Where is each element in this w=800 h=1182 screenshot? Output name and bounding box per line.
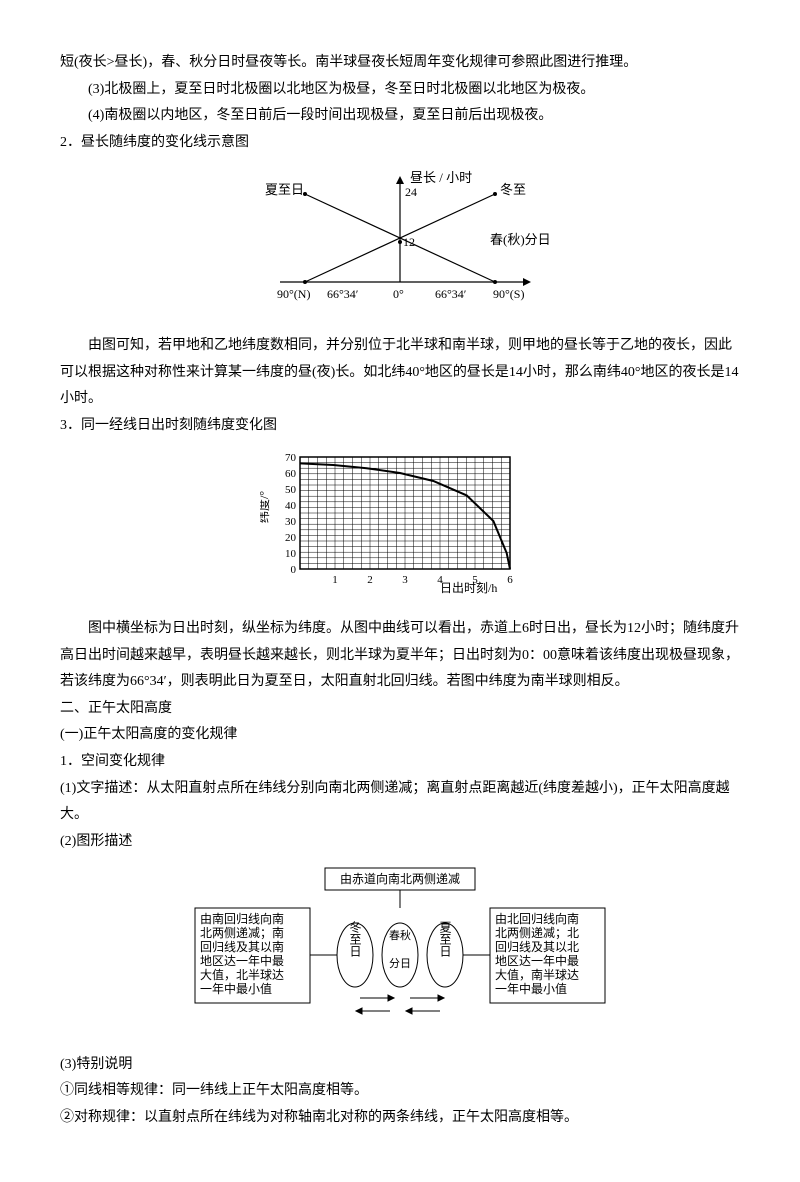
svg-text:回归线及其以南: 回归线及其以南 <box>200 939 284 954</box>
heading: (3)特别说明 <box>60 1052 740 1079</box>
heading: 2．昼长随纬度的变化线示意图 <box>60 130 740 157</box>
legend-label: 冬至 <box>500 182 526 197</box>
svg-text:1: 1 <box>332 574 338 586</box>
oval-label: 分日 <box>389 957 411 970</box>
diagram-noon-sun: 由赤道向南北两侧递减 由南回归线向南北两侧递减；南回归线及其以南地区达一年中最大… <box>60 863 740 1044</box>
svg-text:0: 0 <box>291 564 297 576</box>
svg-text:30: 30 <box>285 516 297 528</box>
svg-text:北两侧递减；北: 北两侧递减；北 <box>495 926 579 940</box>
text-line: ①同线相等规律：同一纬线上正午太阳高度相等。 <box>60 1078 740 1105</box>
axis-label: 纬度/° <box>260 491 271 523</box>
svg-text:4: 4 <box>437 574 443 586</box>
oval-label: 夏至日 <box>438 921 452 957</box>
svg-text:50: 50 <box>285 484 297 496</box>
text-paragraph: (1)文字描述：从太阳直射点所在纬线分别向南北两侧递减；离直射点距离越近(纬度差… <box>60 776 740 829</box>
chart-sunrise: 纬度/° 日出时刻/h 70 60 50 40 30 20 10 0 1 2 3 4 5 6 <box>60 447 740 608</box>
heading: 1．空间变化规律 <box>60 749 740 776</box>
tick-label: 90°(N) <box>277 287 310 301</box>
svg-text:2: 2 <box>367 574 373 586</box>
chart-daylength: 昼长 / 小时 24 12 夏至日 冬至 春(秋)分日 90°(N) 66°34… <box>60 164 740 325</box>
svg-text:10: 10 <box>285 548 297 560</box>
axis-label: 日出时刻/h <box>440 581 497 595</box>
svg-text:北两侧递减；南: 北两侧递减；南 <box>200 925 284 940</box>
svg-text:地区达一年中最: 地区达一年中最 <box>495 953 579 968</box>
legend-label: 夏至日 <box>265 182 304 197</box>
axis-label: 昼长 / 小时 <box>410 170 472 185</box>
svg-text:地区达一年中最: 地区达一年中最 <box>200 953 284 968</box>
text-line: (4)南极圈以内地区，冬至日前后一段时间出现极昼，夏至日前后出现极夜。 <box>60 103 740 130</box>
heading: (2)图形描述 <box>60 829 740 856</box>
section-heading: 二、正午太阳高度 <box>60 696 740 723</box>
heading: 3．同一经线日出时刻随纬度变化图 <box>60 413 740 440</box>
oval-label: 春秋 <box>389 928 411 942</box>
legend-label: 春(秋)分日 <box>490 232 551 247</box>
svg-text:由北回归线向南: 由北回归线向南 <box>495 911 579 926</box>
oval-label: 冬至日 <box>348 920 362 957</box>
box-label: 由赤道向南北两侧递减 <box>340 871 460 886</box>
text-paragraph: 由图可知，若甲地和乙地纬度数相同，并分别位于北半球和南半球，则甲地的昼长等于乙地… <box>60 333 740 413</box>
tick-label: 0° <box>393 287 404 301</box>
tick-label: 12 <box>403 235 415 249</box>
svg-text:40: 40 <box>285 500 297 512</box>
tick-label: 66°34′ <box>435 287 467 301</box>
svg-text:70: 70 <box>285 452 297 464</box>
svg-text:大值，北半球达: 大值，北半球达 <box>200 967 284 982</box>
svg-text:由南回归线向南: 由南回归线向南 <box>200 911 284 926</box>
svg-text:一年中最小值: 一年中最小值 <box>200 981 272 996</box>
svg-text:5: 5 <box>472 574 478 586</box>
svg-text:大值，南半球达: 大值，南半球达 <box>495 967 579 982</box>
svg-text:6: 6 <box>507 574 513 586</box>
text-line: ②对称规律：以直射点所在纬线为对称轴南北对称的两条纬线，正午太阳高度相等。 <box>60 1105 740 1132</box>
text-line: (3)北极圈上，夏至日时北极圈以北地区为极昼，冬至日时北极圈以北地区为极夜。 <box>60 77 740 104</box>
subheading: (一)正午太阳高度的变化规律 <box>60 722 740 749</box>
text-line: 短(夜长>昼长)，春、秋分日时昼夜等长。南半球昼夜长短周年变化规律可参照此图进行… <box>60 50 740 77</box>
svg-text:一年中最小值: 一年中最小值 <box>495 981 567 996</box>
svg-text:20: 20 <box>285 532 297 544</box>
tick-label: 24 <box>405 185 417 199</box>
svg-text:回归线及其以北: 回归线及其以北 <box>495 940 579 954</box>
text-paragraph: 图中横坐标为日出时刻，纵坐标为纬度。从图中曲线可以看出，赤道上6时日出，昼长为1… <box>60 616 740 696</box>
svg-text:60: 60 <box>285 468 297 480</box>
svg-text:3: 3 <box>402 574 408 586</box>
tick-label: 66°34′ <box>327 287 359 301</box>
tick-label: 90°(S) <box>493 287 524 301</box>
